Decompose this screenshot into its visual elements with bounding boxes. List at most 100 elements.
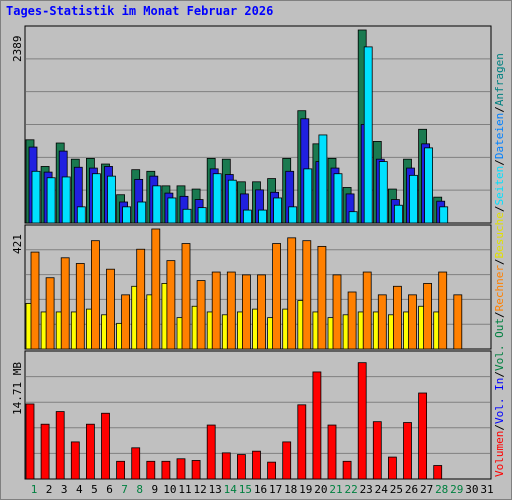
bar-seiten-26 — [409, 174, 418, 224]
legend-item: Seiten — [493, 165, 506, 206]
bar-seiten-27 — [424, 147, 434, 224]
bar-seiten-20 — [318, 134, 328, 224]
bar-seiten-11 — [182, 208, 192, 224]
bar-volumen-9 — [146, 460, 156, 480]
chart-legend: Volumen/Vol. In/Vol. Out/Rechner/Besuche… — [493, 53, 506, 477]
x-tick-label: 5 — [91, 483, 98, 496]
bar-volumen-25 — [387, 456, 397, 480]
x-tick-label: 14 — [223, 483, 237, 496]
bar-volumen-4 — [70, 441, 80, 480]
bar-seiten-2 — [46, 177, 56, 224]
bar-rechner-16 — [257, 274, 266, 350]
legend-item: Rechner — [493, 265, 506, 312]
bar-rechner-1 — [30, 251, 40, 350]
legend-item: Vol. Out — [493, 318, 506, 372]
bar-rechner-18 — [287, 237, 297, 350]
x-tick-label: 20 — [314, 483, 328, 496]
bar-seiten-15 — [242, 209, 252, 224]
bar-seiten-4 — [76, 206, 86, 224]
x-tick-label: 15 — [238, 483, 253, 496]
bar-seiten-9 — [152, 185, 162, 224]
bar-volumen-8 — [131, 447, 141, 480]
bar-seiten-25 — [393, 204, 403, 224]
bar-seiten-7 — [122, 206, 131, 224]
bar-volumen-1 — [25, 403, 35, 480]
bar-rechner-11 — [181, 243, 191, 350]
panel-max-label: 14.71 MB — [11, 362, 24, 415]
bar-seiten-8 — [137, 201, 147, 224]
x-tick-label: 19 — [299, 483, 313, 496]
bar-rechner-27 — [423, 283, 433, 350]
x-tick-label: 28 — [435, 483, 449, 496]
x-tick-label: 29 — [450, 483, 464, 496]
x-tick-label: 23 — [359, 483, 373, 496]
panel-max-label: 2389 — [11, 35, 24, 63]
legend-separator: / — [493, 424, 506, 431]
bar-rechner-25 — [392, 285, 402, 350]
bar-seiten-6 — [107, 175, 116, 224]
bar-rechner-15 — [241, 274, 251, 350]
x-tick-label: 31 — [480, 483, 494, 496]
legend-item: Volumen — [493, 430, 506, 477]
x-tick-label: 27 — [419, 483, 434, 496]
bar-volumen-12 — [191, 460, 201, 480]
bar-seiten-21 — [333, 173, 343, 224]
legend-separator: / — [493, 371, 506, 378]
x-tick-label: 22 — [344, 483, 358, 496]
bar-rechner-17 — [272, 243, 282, 350]
bar-rechner-2 — [45, 277, 55, 350]
legend-separator: / — [493, 106, 506, 113]
bar-volumen-5 — [86, 423, 95, 480]
legend-item: Dateien — [493, 112, 506, 160]
legend-separator: / — [493, 311, 506, 319]
bar-seiten-5 — [92, 173, 101, 224]
x-tick-label: 25 — [389, 483, 404, 496]
bar-volumen-27 — [418, 392, 428, 480]
bar-volumen-19 — [297, 404, 307, 480]
x-tick-label: 1 — [30, 483, 38, 496]
legend-item: Besuche — [493, 212, 506, 259]
bar-rechner-24 — [377, 294, 387, 350]
bar-rechner-19 — [302, 240, 312, 350]
bar-volumen-14 — [221, 452, 231, 480]
bar-volumen-26 — [403, 422, 412, 480]
x-tick-label: 16 — [253, 483, 268, 496]
bar-volumen-10 — [161, 460, 171, 480]
bar-rechner-14 — [226, 271, 236, 350]
bar-rechner-7 — [121, 294, 130, 350]
x-tick-label: 18 — [284, 483, 298, 496]
bar-rechner-10 — [166, 260, 176, 350]
bar-rechner-13 — [211, 271, 221, 350]
bar-seiten-1 — [31, 170, 41, 224]
bar-volumen-28 — [433, 465, 443, 480]
bar-volumen-6 — [101, 412, 110, 480]
x-tick-label: 6 — [106, 483, 113, 496]
x-tick-label: 12 — [193, 483, 207, 496]
bar-volumen-16 — [252, 450, 261, 480]
x-tick-label: 9 — [151, 483, 159, 496]
bar-volumen-18 — [282, 441, 292, 480]
bar-seiten-28 — [439, 206, 449, 224]
bar-rechner-22 — [347, 291, 357, 350]
x-tick-label: 13 — [208, 483, 222, 496]
bar-volumen-7 — [116, 460, 125, 480]
bar-rechner-5 — [91, 240, 100, 350]
legend-item: Anfragen — [493, 53, 506, 107]
x-tick-label: 3 — [60, 483, 68, 496]
legend-separator: / — [493, 205, 506, 213]
x-tick-label: 17 — [268, 483, 283, 496]
x-tick-label: 4 — [75, 483, 83, 496]
bar-volumen-22 — [342, 460, 352, 480]
legend-separator: / — [493, 159, 506, 166]
bar-volumen-23 — [357, 362, 367, 480]
bar-rechner-23 — [362, 271, 372, 350]
bar-seiten-10 — [167, 197, 177, 224]
bar-seiten-17 — [273, 197, 283, 224]
bar-volumen-3 — [55, 411, 65, 480]
bar-volumen-21 — [327, 424, 337, 480]
panel-max-label: 421 — [11, 234, 24, 254]
bar-volumen-24 — [372, 421, 382, 480]
bar-volumen-15 — [236, 454, 246, 480]
legend-separator: / — [493, 258, 506, 266]
